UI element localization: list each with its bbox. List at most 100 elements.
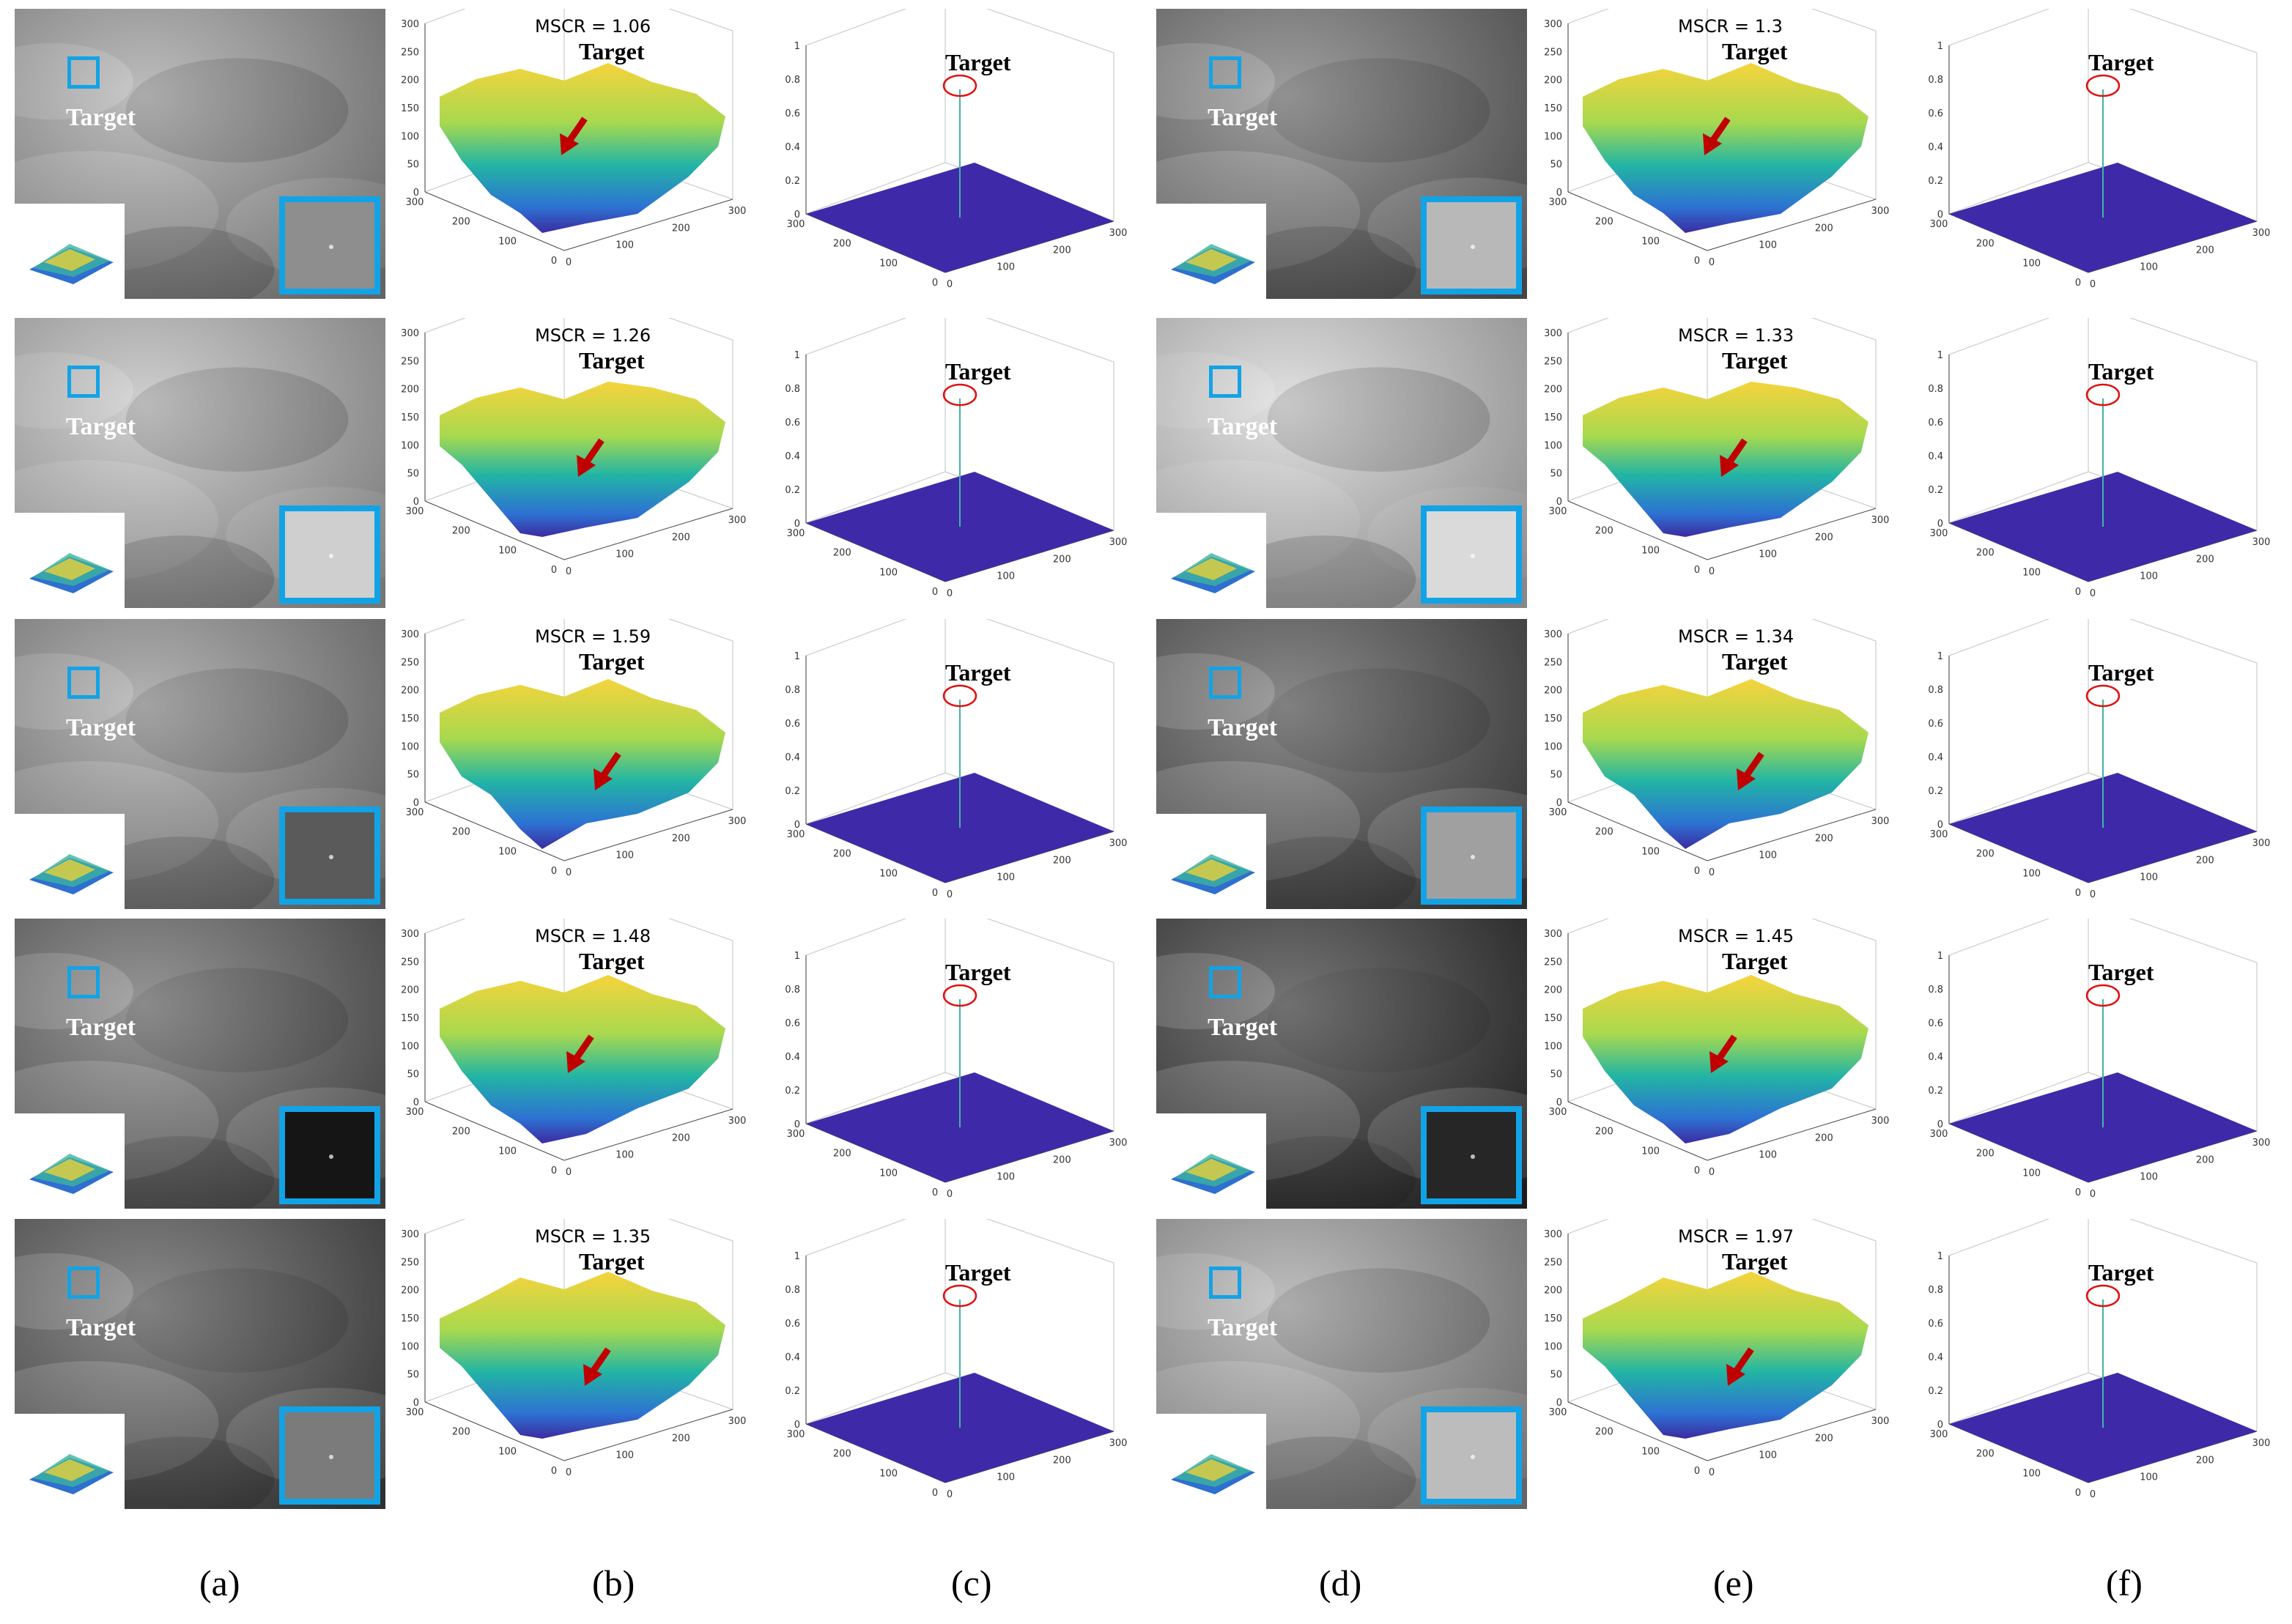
surface-mesh (1583, 679, 1868, 849)
z-tick-label: 250 (1544, 1257, 1562, 1268)
y-tick-label: 0 (551, 866, 557, 877)
x-tick-label: 100 (615, 1150, 634, 1161)
zoomed-target-patch (1421, 196, 1522, 294)
y-tick-label: 0 (932, 1187, 938, 1198)
z-tick-label: 200 (401, 1286, 419, 1297)
z-tick-label: 1 (794, 1251, 800, 1262)
target-dot (1471, 245, 1475, 249)
y-tick-label: 100 (498, 846, 517, 857)
target-marker-box (1209, 966, 1241, 998)
z-tick-label: 1 (1937, 1251, 1943, 1262)
z-tick-label: 300 (401, 929, 419, 940)
z-tick-label: 150 (401, 713, 419, 724)
mscr-value: MSCR = 1.48 (535, 926, 651, 946)
target-arrow (1742, 752, 1764, 779)
detection-response-plot: 0 0.2 0.4 0.6 0.8 1 0 100 200 300 0 100 200 300 (777, 604, 1143, 909)
inset-surface-thumbnail (15, 1113, 125, 1209)
x-tick-label: 100 (1759, 1450, 1777, 1461)
z-tick-label: 0.8 (1928, 384, 1943, 395)
y-tick-label: 0 (551, 256, 557, 267)
surface-target-label: Target (579, 948, 645, 974)
x-tick-label: 100 (997, 571, 1015, 582)
z-tick-label: 1 (794, 951, 800, 962)
x-tick-label: 0 (947, 588, 953, 599)
x-tick-label: 300 (2252, 1438, 2271, 1449)
z-tick-label: 250 (1544, 47, 1562, 58)
z-tick-label: 0.2 (1928, 1086, 1943, 1097)
z-tick-label: 0.6 (1928, 1018, 1943, 1029)
y-tick-label: 200 (452, 1127, 470, 1138)
mscr-value: MSCR = 1.45 (1678, 926, 1794, 946)
z-tick-label: 1 (794, 651, 800, 662)
z-tick-label: 150 (1544, 103, 1562, 114)
z-tick-label: 1 (794, 41, 800, 52)
y-tick-label: 100 (879, 567, 898, 578)
z-tick-label: 0.8 (1928, 1285, 1943, 1296)
x-tick-label: 300 (1871, 206, 1890, 217)
mscr-value: MSCR = 1.34 (1678, 626, 1794, 647)
z-tick-label: 100 (401, 1341, 419, 1352)
infrared-image: Target (15, 318, 385, 608)
y-tick-label: 0 (1694, 565, 1700, 576)
target-circle (2085, 1284, 2121, 1308)
target-arrow-head (577, 455, 596, 477)
mscr-value: MSCR = 1.97 (1678, 1226, 1794, 1247)
z-tick-label: 150 (401, 103, 419, 114)
y-tick-label: 100 (2022, 258, 2041, 269)
target-arrow-head (1709, 1051, 1729, 1073)
target-arrow-head (560, 133, 579, 155)
x-tick-label: 0 (1709, 1167, 1715, 1178)
z-tick-label: 0 (1556, 188, 1562, 199)
y-tick-label: 300 (406, 1407, 424, 1418)
x-tick-label: 100 (615, 850, 634, 861)
target-arrow-head (566, 1051, 585, 1073)
z-tick-label: 300 (1544, 929, 1562, 940)
y-tick-label: 0 (932, 278, 938, 289)
column-label: (d) (1319, 1562, 1362, 1603)
target-label: Target (1208, 1314, 1278, 1341)
y-tick-label: 300 (1549, 807, 1567, 818)
infrared-image: Target (15, 1219, 385, 1509)
y-tick-label: 0 (932, 1488, 938, 1499)
x-tick-label: 100 (997, 872, 1015, 883)
target-circle (2085, 383, 2121, 407)
z-tick-label: 0.8 (785, 384, 800, 395)
background-surface-plot: 0 50 100 150 200 250 300 0 100 200 300 0 100 200 300 (396, 281, 777, 608)
z-tick-label: 0.8 (1928, 685, 1943, 696)
z-tick-label: 150 (401, 1013, 419, 1024)
z-tick-label: 0.4 (1928, 1352, 1943, 1363)
target-circle (2085, 684, 2121, 708)
x-tick-label: 300 (728, 206, 747, 217)
z-tick-label: 1 (1937, 41, 1943, 52)
y-tick-label: 200 (1976, 1149, 1995, 1160)
background-surface-plot: 0 50 100 150 200 250 300 0 100 200 300 0 100 200 300 (1539, 1182, 1920, 1509)
background-surface-plot: 0 50 100 150 200 250 300 0 100 200 300 0 100 200 300 (1539, 881, 1920, 1209)
x-tick-label: 200 (672, 532, 690, 543)
z-tick-label: 300 (401, 19, 419, 30)
z-tick-label: 0.8 (785, 985, 800, 995)
y-tick-label: 300 (1549, 197, 1567, 208)
z-tick-label: 0 (413, 1097, 419, 1108)
x-tick-label: 0 (566, 867, 572, 878)
y-tick-label: 100 (1641, 1146, 1660, 1157)
x-tick-label: 0 (1709, 566, 1715, 577)
surface-mesh (1583, 63, 1868, 233)
x-tick-label: 200 (1815, 532, 1833, 543)
target-arrow (1732, 1347, 1754, 1375)
zoomed-target-patch (279, 807, 380, 905)
z-tick-label: 0 (1556, 798, 1562, 809)
y-tick-label: 200 (1976, 239, 1995, 250)
z-tick-label: 0.2 (785, 1386, 800, 1397)
z-tick-label: 0.2 (1928, 786, 1943, 797)
z-tick-label: 250 (401, 47, 419, 58)
x-tick-label: 300 (728, 816, 747, 827)
y-tick-label: 300 (406, 807, 424, 818)
y-tick-label: 100 (1641, 236, 1660, 247)
surface-mesh (440, 679, 725, 849)
z-tick-label: 0 (1937, 519, 1943, 530)
x-tick-label: 300 (2252, 838, 2271, 849)
infrared-image: Target (1156, 318, 1527, 608)
z-tick-label: 0.2 (1928, 1386, 1943, 1397)
z-tick-label: 0 (413, 497, 419, 508)
y-tick-label: 200 (833, 1149, 851, 1160)
